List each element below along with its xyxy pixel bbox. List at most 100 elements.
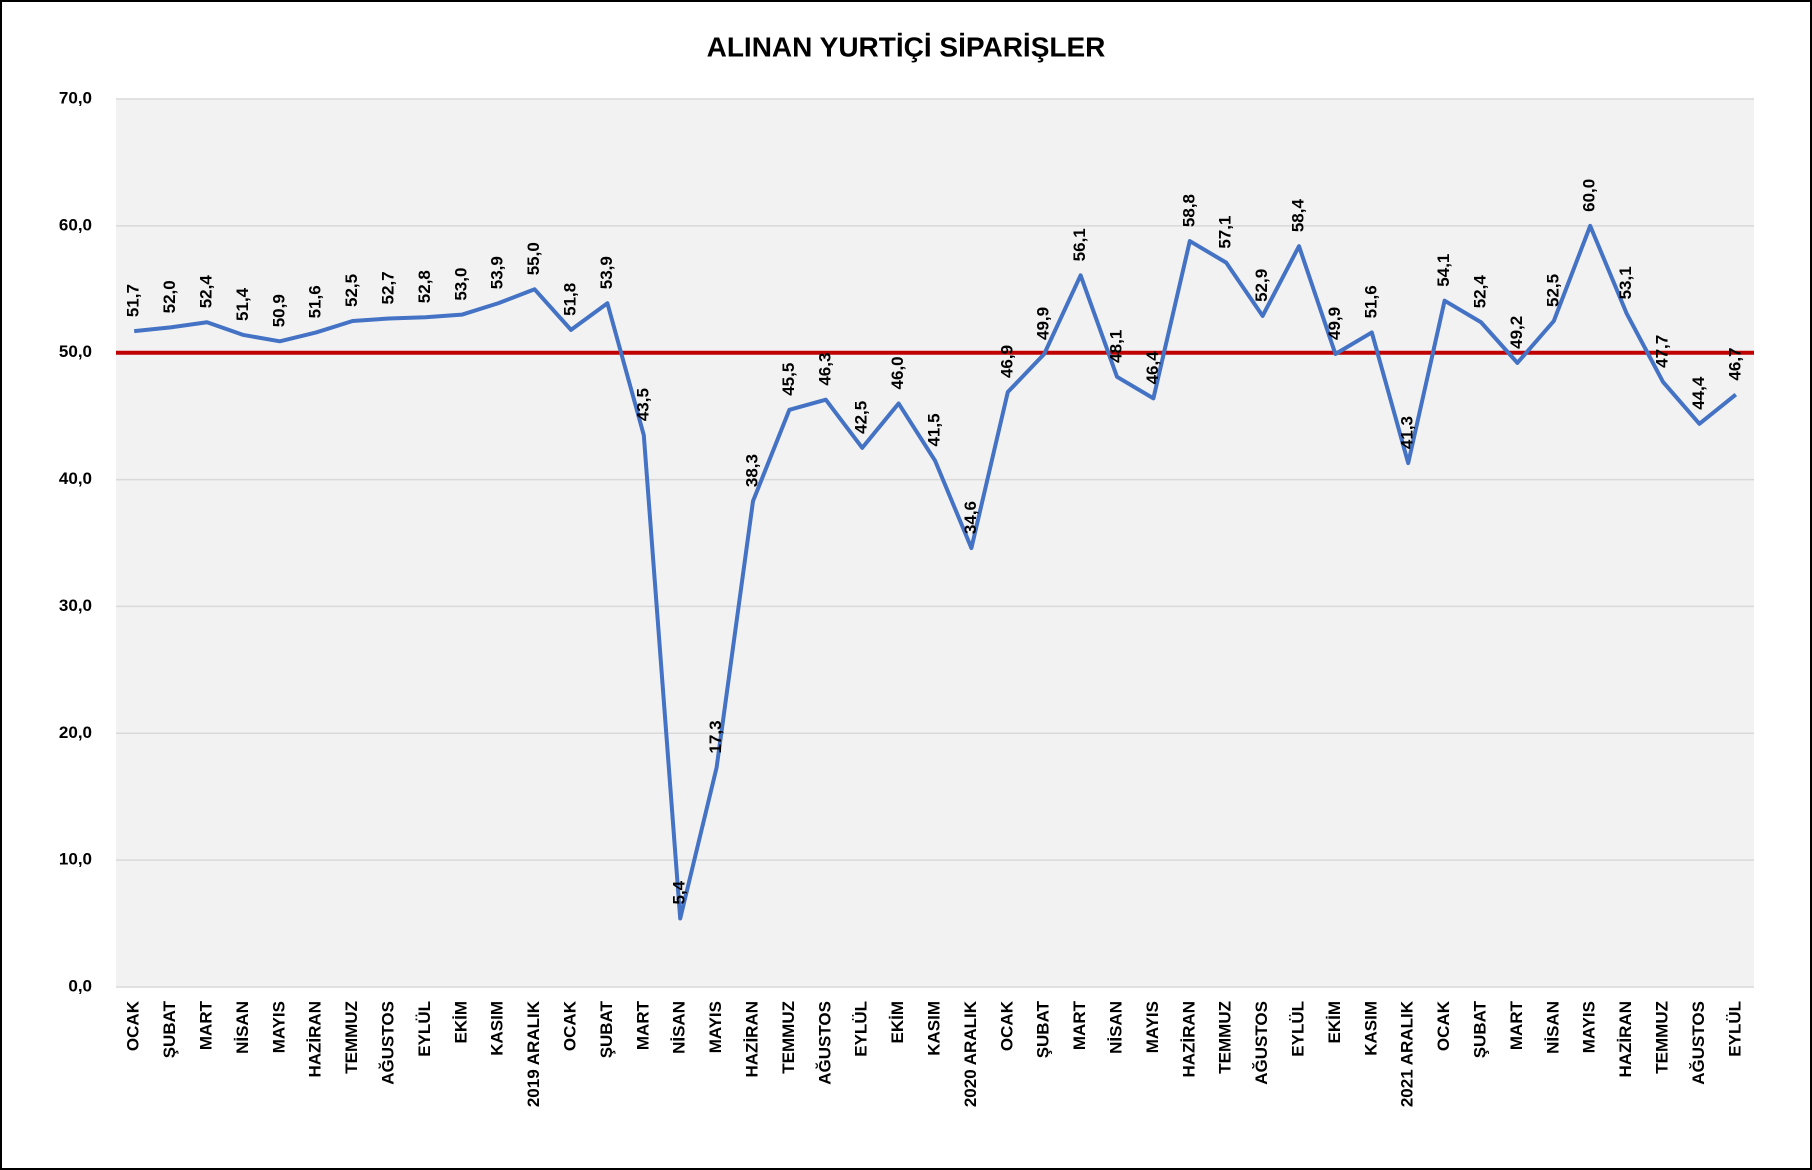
data-label: 34,6	[961, 501, 980, 534]
data-label: 53,0	[451, 268, 470, 301]
x-tick-label: HAZİRAN	[1179, 1001, 1198, 1078]
x-tick-label: EYLÜL	[1725, 1001, 1744, 1057]
x-tick-label: MAYIS	[1143, 1001, 1162, 1053]
y-tick-label: 60,0	[59, 215, 92, 234]
y-tick-label: 20,0	[59, 723, 92, 742]
data-line	[133, 223, 1738, 921]
x-tick-label: AĞUSTOS	[1252, 1001, 1271, 1085]
x-tick-label: NİSAN	[1106, 1001, 1125, 1054]
data-label: 46,3	[815, 353, 834, 386]
data-label: 53,9	[597, 256, 616, 289]
data-label: 47,7	[1652, 335, 1671, 368]
data-label: 54,1	[1434, 254, 1453, 287]
x-tick-label: ŞUBAT	[597, 1000, 616, 1058]
x-tick-label: KASIM	[924, 1001, 943, 1056]
x-tick-label: EKİM	[888, 1001, 907, 1044]
data-label: 52,8	[415, 270, 434, 303]
data-label: 46,4	[1143, 351, 1162, 385]
data-label: 52,7	[378, 271, 397, 304]
y-tick-label: 0,0	[68, 976, 92, 995]
data-label: 52,5	[342, 274, 361, 307]
data-label: 51,6	[306, 285, 325, 318]
y-tick-label: 50,0	[59, 342, 92, 361]
data-label: 5,4	[670, 880, 689, 904]
x-tick-label: NİSAN	[670, 1001, 689, 1054]
x-tick-label: TEMMUZ	[342, 1001, 361, 1074]
data-label: 44,4	[1689, 376, 1708, 410]
chart-title: ALINAN YURTİÇİ SİPARİŞLER	[707, 31, 1106, 62]
x-tick-label: HAZİRAN	[1616, 1001, 1635, 1078]
x-tick-label: EYLÜL	[1288, 1001, 1307, 1057]
x-tick-label: MAYIS	[706, 1001, 725, 1053]
data-label: 51,6	[1361, 285, 1380, 318]
x-tick-label: MART	[196, 1000, 215, 1050]
data-label: 17,3	[706, 720, 725, 753]
x-tick-label: MART	[633, 1000, 652, 1050]
data-label: 52,4	[196, 275, 215, 309]
data-label: 55,0	[524, 242, 543, 275]
x-tick-label: ŞUBAT	[160, 1000, 179, 1058]
x-tick-label: MART	[1507, 1000, 1526, 1050]
data-label: 51,7	[124, 284, 143, 317]
data-label: 51,8	[560, 283, 579, 316]
x-tick-label: EKİM	[1325, 1001, 1344, 1044]
x-tick-label: KASIM	[488, 1001, 507, 1056]
x-tick-label: MART	[1070, 1000, 1089, 1050]
data-label: 42,5	[852, 401, 871, 434]
data-label: 52,4	[1470, 275, 1489, 309]
x-tick-label: TEMMUZ	[1652, 1001, 1671, 1074]
data-label: 49,9	[1034, 307, 1053, 340]
x-tick-label: ŞUBAT	[1470, 1000, 1489, 1058]
x-tick-label: EKİM	[451, 1001, 470, 1044]
data-label: 46,9	[997, 345, 1016, 378]
x-tick-label: ŞUBAT	[1034, 1000, 1053, 1058]
x-tick-label: OCAK	[124, 1000, 143, 1051]
data-label: 46,7	[1725, 347, 1744, 380]
y-tick-label: 30,0	[59, 596, 92, 615]
data-label: 41,5	[924, 413, 943, 446]
data-label: 57,1	[1216, 216, 1235, 249]
data-label: 45,5	[779, 363, 798, 396]
data-label: 48,1	[1106, 330, 1125, 363]
x-tick-label: TEMMUZ	[1216, 1001, 1235, 1074]
x-tick-label: AĞUSTOS	[1689, 1001, 1708, 1085]
data-label: 53,9	[488, 256, 507, 289]
x-tick-label: EYLÜL	[415, 1001, 434, 1057]
x-tick-label: 2019 ARALIK	[524, 1000, 543, 1107]
y-tick-label: 40,0	[59, 469, 92, 488]
y-tick-label: 10,0	[59, 850, 92, 869]
x-tick-label: EYLÜL	[852, 1001, 871, 1057]
x-tick-label: TEMMUZ	[779, 1001, 798, 1074]
data-label: 58,4	[1288, 199, 1307, 233]
x-tick-label: 2021 ARALIK	[1398, 1000, 1417, 1107]
data-label: 50,9	[269, 294, 288, 327]
x-tick-label: MAYIS	[269, 1001, 288, 1053]
data-label: 58,8	[1179, 194, 1198, 227]
data-label: 49,2	[1507, 316, 1526, 349]
data-label: 49,9	[1325, 307, 1344, 340]
data-label: 46,0	[888, 356, 907, 389]
data-label: 52,5	[1543, 274, 1562, 307]
x-tick-label: HAZİRAN	[306, 1001, 325, 1078]
x-tick-label: AĞUSTOS	[378, 1001, 397, 1085]
x-tick-label: OCAK	[997, 1000, 1016, 1051]
x-tick-label: NİSAN	[1543, 1001, 1562, 1054]
x-tick-label: AĞUSTOS	[815, 1001, 834, 1085]
x-tick-label: MAYIS	[1580, 1001, 1599, 1053]
plot-area	[116, 99, 1754, 987]
y-tick-label: 70,0	[59, 88, 92, 107]
data-label: 52,9	[1252, 269, 1271, 302]
x-tick-label: OCAK	[560, 1000, 579, 1051]
data-label: 41,3	[1398, 416, 1417, 449]
data-label: 53,1	[1616, 266, 1635, 299]
data-label: 51,4	[233, 287, 252, 321]
data-label: 60,0	[1580, 179, 1599, 212]
data-label: 52,0	[160, 280, 179, 313]
x-tick-label: KASIM	[1361, 1001, 1380, 1056]
x-tick-label: OCAK	[1434, 1000, 1453, 1051]
data-label: 38,3	[742, 454, 761, 487]
data-label: 43,5	[633, 388, 652, 421]
x-tick-label: NİSAN	[233, 1001, 252, 1054]
x-tick-label: 2020 ARALIK	[961, 1000, 980, 1107]
